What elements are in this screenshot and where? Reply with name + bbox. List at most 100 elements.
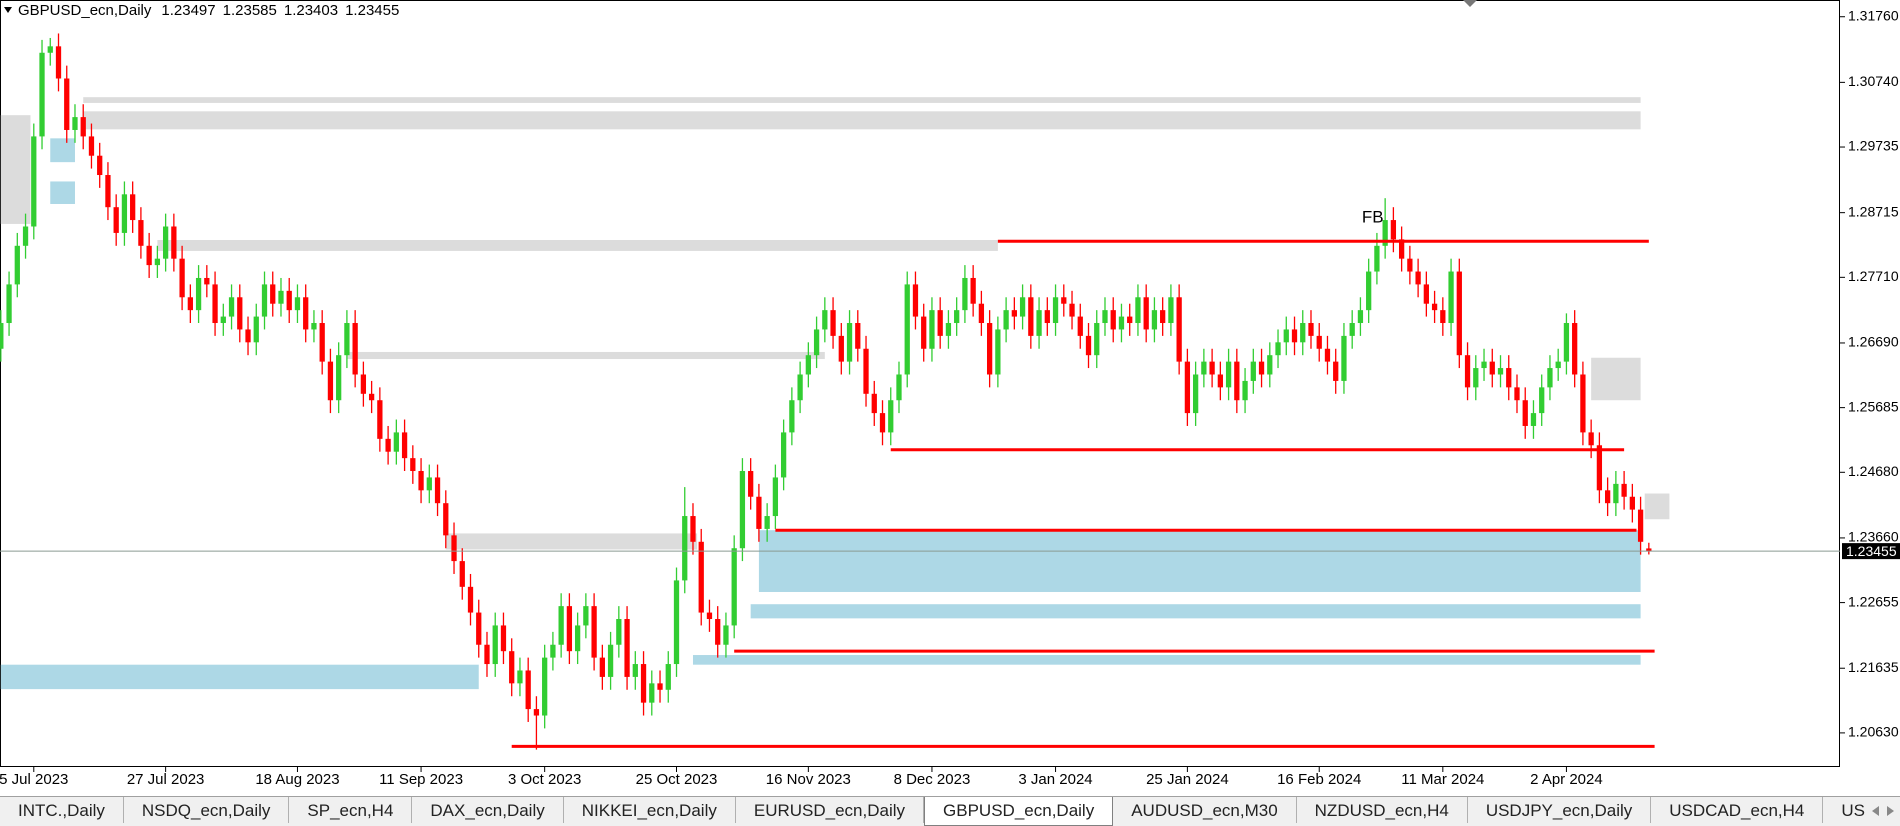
candle-body — [14, 245, 20, 285]
candle-body — [1423, 284, 1429, 304]
candle-body — [1440, 310, 1446, 324]
tab[interactable]: EURUSD_ecn,Daily — [736, 797, 925, 823]
candle-body — [55, 46, 62, 79]
candle-body — [1201, 361, 1207, 375]
candle-body — [492, 625, 498, 665]
y-tick-label: 1.26690 — [1848, 334, 1899, 350]
tab[interactable]: GBPUSD_ecn,Daily — [924, 797, 1114, 826]
tab[interactable]: USDJPY_ecn,Daily — [1468, 797, 1652, 823]
scroll-marker — [1463, 0, 1477, 7]
candle-body — [995, 329, 1001, 375]
candle-body — [443, 503, 449, 536]
candle-body — [1514, 387, 1520, 401]
candle-body — [813, 329, 820, 356]
candle-body — [871, 393, 877, 414]
candle-body — [113, 207, 119, 233]
candle-body — [1464, 355, 1471, 388]
candle-body — [1085, 335, 1092, 356]
candle-body — [731, 548, 737, 626]
candle-body — [212, 284, 218, 324]
menu-arrow[interactable] — [4, 7, 12, 13]
candle-body — [237, 297, 243, 330]
candle-body — [1390, 220, 1397, 240]
nav-arrows[interactable] — [1866, 797, 1900, 826]
last-price-label: 1.23455 — [1846, 543, 1897, 559]
candle-body — [228, 297, 235, 317]
candle-body — [616, 619, 622, 645]
zone — [0, 115, 31, 224]
candle-body — [583, 606, 589, 626]
candle-body — [270, 284, 276, 304]
y-tick-label: 1.25685 — [1848, 398, 1899, 414]
tab[interactable]: AUDUSD_ecn,M30 — [1113, 797, 1297, 823]
candle-body — [1127, 316, 1133, 324]
candle-body — [64, 78, 70, 130]
tab[interactable]: NZDUSD_ecn,H4 — [1297, 797, 1468, 823]
candle-body — [1275, 342, 1281, 356]
tab[interactable]: INTC.,Daily — [0, 797, 124, 823]
candle-body — [657, 683, 663, 690]
ohlc-value: 1.23455 — [345, 2, 399, 19]
candle-body — [319, 323, 325, 362]
candle-body — [1333, 361, 1339, 381]
candle-body — [401, 432, 408, 459]
candle-body — [937, 310, 943, 336]
candle-body — [1234, 361, 1240, 401]
candle-body — [434, 477, 441, 504]
chart: FB GBPUSD_ecn,Daily 1.23497 1.23585 1.2340… — [0, 0, 1900, 788]
tab[interactable]: NSDQ_ecn,Daily — [124, 797, 290, 823]
tab[interactable]: USDCAD_ecn,H4 — [1651, 797, 1824, 823]
candle-body — [1184, 361, 1191, 414]
candle-body — [1473, 368, 1479, 388]
candle-body — [525, 670, 531, 710]
candle-body — [822, 310, 828, 330]
zone — [346, 351, 825, 360]
candle-body — [1530, 413, 1537, 426]
candle-body — [1044, 310, 1050, 324]
candle-body — [550, 644, 556, 658]
candle-body — [1069, 303, 1075, 317]
symbol: GBPUSD_ecn,Daily — [18, 2, 152, 19]
x-tick-label: 16 Nov 2023 — [766, 771, 851, 788]
candle-body — [1118, 316, 1125, 330]
candle-body — [1506, 368, 1512, 388]
candle-body — [723, 625, 729, 645]
candle-body — [171, 226, 177, 259]
candle-body — [1539, 387, 1545, 414]
candle-body — [294, 297, 301, 311]
zone — [157, 240, 998, 251]
candle-body — [632, 664, 638, 677]
candle-body — [830, 310, 836, 336]
x-tick-label: 3 Oct 2023 — [508, 771, 581, 788]
candle-body — [286, 290, 292, 311]
candle-body — [467, 586, 474, 613]
tab-nav[interactable] — [1866, 797, 1900, 826]
candle-body — [739, 471, 746, 549]
candle-body — [1456, 271, 1462, 356]
candle-body — [1258, 361, 1265, 375]
y-tick-label: 1.27710 — [1848, 268, 1899, 284]
y-tick-label: 1.29735 — [1848, 138, 1899, 154]
zone — [1591, 357, 1641, 401]
x-tick-label: 2 Apr 2024 — [1530, 771, 1603, 788]
candle-body — [640, 664, 647, 703]
y-tick-label: 1.22655 — [1848, 593, 1899, 609]
candle-body — [459, 561, 465, 587]
candle-body — [748, 471, 754, 497]
tab[interactable]: DAX_ecn,Daily — [412, 797, 564, 823]
candle-body — [789, 400, 795, 433]
candle-body — [1324, 348, 1331, 362]
candle-body — [904, 284, 910, 375]
candle-body — [97, 155, 103, 176]
candle-body — [542, 657, 548, 716]
candle-body — [500, 625, 507, 652]
tab[interactable]: NIKKEI_ecn,Daily — [564, 797, 736, 823]
tab[interactable]: SP_ecn,H4 — [289, 797, 413, 823]
candle-body — [451, 535, 457, 562]
candle-body — [1160, 310, 1166, 324]
candle-body — [72, 117, 78, 130]
ohlc-value: 1.23585 — [223, 2, 277, 19]
candle-body — [245, 329, 251, 343]
candle-body — [1291, 329, 1298, 343]
candle-body — [352, 323, 358, 375]
